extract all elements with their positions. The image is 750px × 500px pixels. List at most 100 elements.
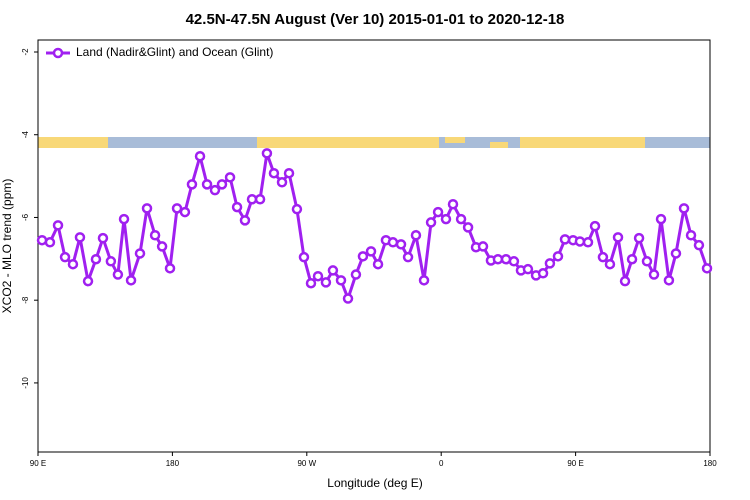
data-point: [246, 194, 258, 205]
y-axis-label: XCO2 - MLO trend (ppm): [0, 179, 14, 314]
data-point: [134, 248, 146, 259]
data-point: [312, 270, 324, 282]
data-point: [59, 251, 71, 263]
data-point: [239, 215, 251, 226]
data-point: [320, 277, 332, 288]
data-point: [663, 275, 675, 286]
data-point: [350, 269, 362, 280]
data-point: [612, 232, 624, 243]
data-point: [201, 179, 213, 190]
data-point: [522, 263, 534, 275]
data-point: [693, 239, 705, 251]
data-point: [626, 253, 638, 265]
data-point: [305, 277, 317, 289]
legend-label: Land (Nadir&Glint) and Ocean (Glint): [76, 45, 273, 59]
data-point: [224, 172, 236, 183]
data-point: [112, 269, 124, 280]
data-point: [462, 222, 474, 233]
x-axis-label: Longitude (deg E): [327, 476, 422, 490]
x-tick-label: 90 W: [297, 459, 316, 468]
data-point: [97, 232, 109, 244]
data-point: [685, 229, 697, 241]
x-tick-label: 180: [166, 459, 180, 468]
data-point: [402, 251, 414, 263]
legend: Land (Nadir&Glint) and Ocean (Glint): [46, 45, 273, 59]
data-point: [44, 237, 56, 248]
y-tick-label: -4: [21, 131, 30, 139]
data-point: [455, 213, 467, 225]
data-point: [52, 220, 64, 231]
data-point: [82, 275, 94, 287]
data-point: [283, 167, 295, 179]
data-point: [90, 253, 102, 265]
data-point: [537, 268, 549, 279]
data-point: [365, 246, 377, 257]
y-tick-label: -2: [21, 48, 30, 56]
data-point: [156, 241, 168, 252]
data-point: [544, 258, 556, 269]
data-point: [447, 198, 459, 210]
data-point: [268, 167, 280, 179]
data-point: [261, 148, 273, 159]
data-point: [291, 203, 303, 215]
data-point: [597, 251, 609, 263]
chart-title: 42.5N-47.5N August (Ver 10) 2015-01-01 t…: [186, 11, 565, 28]
data-point: [418, 275, 430, 286]
data-point: [440, 213, 452, 225]
data-point: [372, 258, 384, 270]
y-tick-label: -6: [21, 213, 30, 221]
data-point: [701, 263, 713, 274]
data-point: [559, 234, 571, 245]
data-point: [105, 256, 117, 267]
x-tick-label: 90 E: [30, 459, 46, 468]
surface-band: [38, 137, 710, 148]
x-tick-label: 90 E: [567, 459, 583, 468]
data-point: [648, 269, 660, 280]
data-point: [678, 203, 690, 214]
data-point: [395, 239, 407, 250]
data-point: [327, 265, 339, 276]
data-point: [357, 251, 369, 262]
data-point: [641, 256, 653, 267]
data-point: [179, 206, 191, 218]
x-tick-label: 180: [703, 459, 717, 468]
data-point: [276, 177, 288, 188]
data-line: [41, 150, 709, 303]
data-point: [425, 217, 437, 228]
data-point: [231, 201, 243, 213]
data-point: [74, 232, 86, 243]
data-point: [492, 253, 504, 265]
data-point: [67, 258, 79, 270]
data-point: [655, 213, 667, 225]
data-point: [604, 258, 616, 270]
data-point: [171, 203, 183, 214]
y-tick-label: -10: [21, 377, 30, 389]
plot-frame: [37, 39, 711, 453]
data-point: [194, 150, 206, 162]
data-point: [216, 179, 228, 190]
data-point: [298, 251, 310, 263]
data-point: [574, 236, 586, 247]
data-point: [209, 184, 221, 196]
data-point: [254, 194, 266, 205]
data-point: [141, 203, 153, 214]
data-point: [125, 275, 137, 286]
y-tick-label: -8: [21, 296, 30, 304]
data-point: [118, 213, 130, 225]
data-point: [619, 275, 631, 287]
data-point: [582, 237, 594, 248]
data-point: [342, 293, 354, 304]
data-point: [410, 229, 422, 241]
data-point: [149, 229, 161, 241]
data-point: [508, 256, 520, 267]
data-point: [164, 263, 176, 274]
data-point: [387, 237, 399, 248]
data-point: [670, 248, 682, 259]
data-point: [477, 241, 489, 252]
x-tick-label: 0: [439, 459, 444, 468]
data-point: [633, 232, 645, 244]
data-point: [335, 275, 347, 286]
data-point: [186, 179, 198, 190]
data-point: [552, 251, 564, 262]
